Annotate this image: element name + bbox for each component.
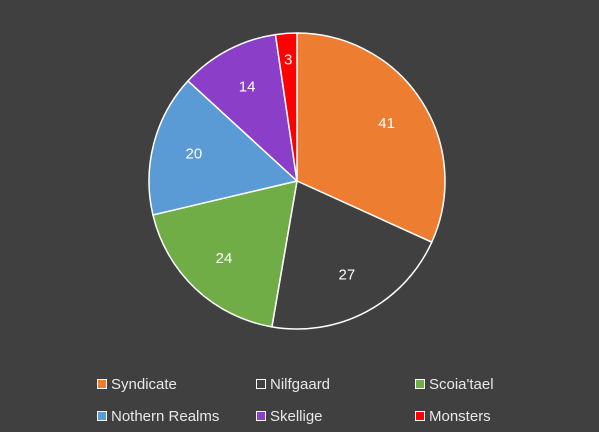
pie-slice-monsters: [274, 32, 298, 182]
pie-slice-scoiatael: [152, 180, 298, 328]
legend-label-monsters: Monsters: [429, 407, 491, 425]
legend-item-scoiatael: Scoia'tael: [415, 374, 494, 394]
legend-swatch-scoiatael: [415, 379, 425, 389]
legend-swatch-syndicate: [97, 379, 107, 389]
legend-item-nothern-realms: Nothern Realms: [97, 406, 219, 426]
legend-item-nilfgaard: Nilfgaard: [256, 374, 330, 394]
legend-item-syndicate: Syndicate: [97, 374, 177, 394]
pie-slice-nothern-realms: [148, 80, 298, 216]
pie-slice-syndicate: [296, 32, 446, 243]
legend-swatch-nilfgaard: [256, 379, 266, 389]
data-label-skellige: 14: [239, 78, 256, 95]
legend-label-scoiatael: Scoia'tael: [429, 375, 494, 393]
pie-slice-skellige: [187, 33, 298, 182]
data-label-scoiatael: 24: [216, 250, 233, 267]
legend-swatch-monsters: [415, 411, 425, 421]
legend: Syndicate Nilfgaard Scoia'tael Nothern R…: [0, 368, 599, 432]
data-label-monsters: 3: [284, 51, 292, 68]
pie-slice-nilfgaard: [271, 180, 433, 330]
legend-swatch-skellige: [256, 411, 266, 421]
legend-item-skellige: Skellige: [256, 406, 323, 426]
legend-swatch-nothern-realms: [97, 411, 107, 421]
legend-label-nothern-realms: Nothern Realms: [111, 407, 220, 425]
data-label-syndicate: 41: [378, 115, 395, 132]
data-label-nilfgaard: 27: [339, 267, 356, 284]
legend-label-syndicate: Syndicate: [111, 375, 177, 393]
data-label-nothern-realms: 20: [186, 146, 203, 163]
legend-item-monsters: Monsters: [415, 406, 491, 426]
legend-label-skellige: Skellige: [270, 407, 323, 425]
pie-chart: 41 27 24 20 14 3: [148, 32, 446, 330]
legend-label-nilfgaard: Nilfgaard: [270, 375, 331, 393]
chart-area: 41 27 24 20 14 3: [148, 32, 446, 330]
